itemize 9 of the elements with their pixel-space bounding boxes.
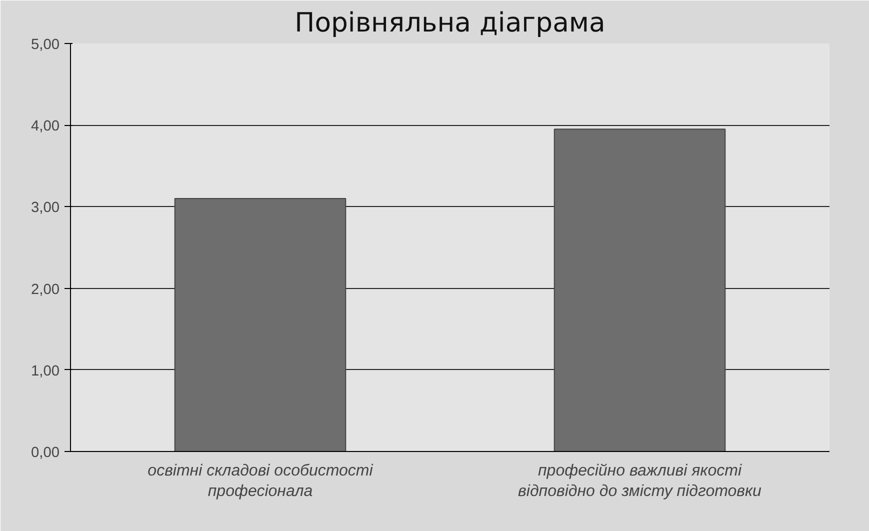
x-tick-label: професійно важливі якості відповідно до змісту підготовки <box>518 462 762 500</box>
y-tick-label: 4,00 <box>30 118 60 135</box>
y-tick-label: 0,00 <box>30 445 60 461</box>
chart-title: Порівняльна діаграма <box>294 8 606 38</box>
x-tick-label: освітні складові особистості професіонала <box>148 462 374 500</box>
y-tick-label: 1,00 <box>30 363 60 380</box>
y-tick-label: 5,00 <box>30 37 60 53</box>
y-tick-label: 2,00 <box>30 282 60 298</box>
y-tick-label: 3,00 <box>30 200 60 216</box>
